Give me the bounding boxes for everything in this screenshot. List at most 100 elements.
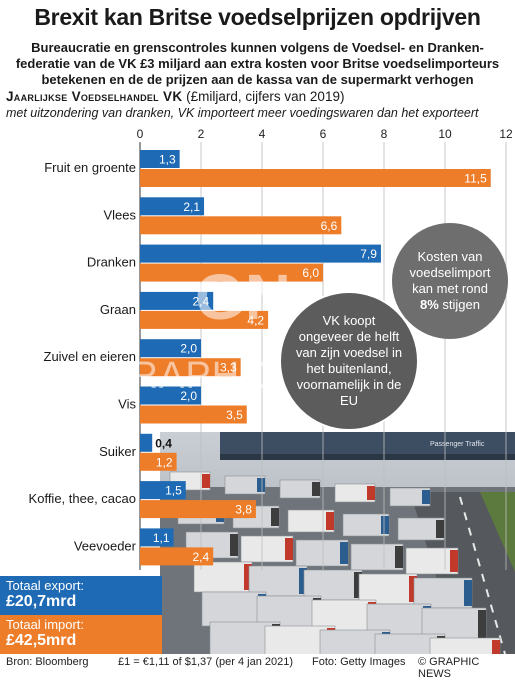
- truck: [240, 535, 294, 563]
- bar-value-label: 2,0: [180, 342, 197, 356]
- bar-value-label: 3,8: [235, 503, 252, 517]
- category-label: Suiker: [99, 444, 137, 459]
- truck: [303, 569, 363, 601]
- footer-rate: £1 = €1,11 of $1,37 (per 4 jan 2021): [118, 656, 294, 668]
- truck-cab: [436, 520, 444, 538]
- category-label: Zuivel en eieren: [44, 349, 137, 364]
- truck: [201, 591, 267, 627]
- cost-bubble-line4: stijgen: [438, 297, 480, 312]
- truck-photo-illustration: Passenger Traffic: [160, 432, 515, 654]
- bar-import: [140, 405, 247, 424]
- truck-cab: [299, 568, 307, 594]
- x-tick-label: 0: [137, 127, 144, 141]
- cost-increase-bubble: Kosten van voedselimport kan met rond 8%…: [392, 223, 508, 339]
- category-label: Vis: [118, 397, 136, 412]
- chart-heading: Jaarlijkse Voedselhandel VK (£miljard, c…: [6, 89, 344, 104]
- bar-value-label: 3,5: [226, 408, 243, 422]
- bar-value-label: 2,4: [193, 550, 210, 564]
- total-export-label: Totaal export:: [6, 578, 85, 593]
- bar-export: [140, 197, 205, 216]
- footer: Bron: Bloomberg £1 = €1,11 of $1,37 (per…: [0, 653, 515, 680]
- x-tick-label: 10: [438, 127, 452, 141]
- truck: [358, 573, 418, 605]
- bar-value-label: 7,9: [360, 247, 377, 261]
- x-tick-label: 2: [198, 127, 205, 141]
- bar-import: [140, 547, 214, 566]
- bar-import: [140, 216, 342, 235]
- bar-value-label: 2,0: [180, 389, 197, 403]
- category-label: Fruit en groente: [44, 160, 136, 175]
- bar-export: [140, 244, 381, 263]
- bar-value-label: 6,0: [302, 266, 319, 280]
- bar-export: [140, 339, 201, 358]
- truck-rows: [169, 471, 501, 654]
- bar-import: [140, 310, 269, 329]
- cost-bubble-line3: kan met rond: [412, 281, 488, 296]
- page-subtitle: Bureaucratie en grenscontroles kunnen vo…: [15, 40, 500, 87]
- bar-value-label: 11,5: [464, 172, 487, 186]
- truck-cab: [244, 564, 252, 590]
- category-labels: Fruit en groente Vlees Dranken Graan Zuivel …: [29, 160, 137, 553]
- truck-cab: [381, 516, 389, 534]
- bar-value-label: 6,6: [321, 219, 338, 233]
- total-import-box: Totaal import: £42,5mrd: [0, 615, 162, 654]
- truck: [295, 539, 349, 567]
- truck-photo: Passenger Traffic: [160, 432, 515, 654]
- truck-cab: [312, 482, 320, 496]
- bar-value-label: 3,3: [220, 361, 237, 375]
- bar-export: [140, 291, 214, 310]
- category-label: Dranken: [87, 255, 136, 270]
- truck: [429, 637, 501, 654]
- page-title: Brexit kan Britse voedselprijzen opdrijv…: [34, 4, 481, 30]
- truck-cab: [340, 542, 348, 564]
- truck-cab: [271, 508, 279, 526]
- bar-value-label: 1,1: [153, 531, 170, 545]
- truck-cab: [285, 538, 293, 560]
- chart-bars: 1,3 11,5 2,1 6,6 7,9 6,0 2,4 4,2 2,0 3,3 2,0 3,5 0,4…: [140, 150, 491, 566]
- truck: [405, 547, 459, 575]
- total-export-box: Totaal export: £20,7mrd: [0, 576, 162, 615]
- category-label: Graan: [100, 302, 136, 317]
- bar-value-label: 1,5: [165, 484, 182, 498]
- footer-credit: © GRAPHIC NEWS: [418, 656, 480, 680]
- truck-cab: [395, 546, 403, 568]
- x-tick-label: 6: [320, 127, 327, 141]
- bar-value-label: 0,4: [155, 436, 172, 450]
- bar-value-label: 2,4: [193, 294, 210, 308]
- total-export-value: £20,7mrd: [6, 593, 77, 610]
- truck-cab: [492, 640, 500, 654]
- truck-cab: [202, 474, 210, 488]
- bar-value-label: 4,2: [247, 313, 264, 327]
- bar-export: [140, 528, 174, 547]
- bar-import: [140, 263, 323, 282]
- chart-heading-bold: Jaarlijkse Voedselhandel VK: [6, 89, 183, 104]
- bar-value-label: 1,2: [156, 455, 173, 469]
- chart-heading-rest: (£miljard, cijfers van 2019): [182, 89, 345, 104]
- category-label: Vlees: [103, 207, 136, 222]
- truck-cab: [478, 610, 486, 640]
- cost-bubble-highlight: 8%: [420, 297, 439, 312]
- import-share-bubble: VK koopt ongeveer de helft van zijn voed…: [279, 291, 419, 431]
- photo-sign-text: Passenger Traffic: [430, 441, 485, 448]
- truck: [248, 565, 308, 597]
- x-tick-label: 4: [259, 127, 266, 141]
- category-label: Veevoeder: [74, 538, 137, 553]
- footer-source: Bron: Bloomberg: [6, 656, 89, 668]
- truck-cab: [464, 580, 472, 606]
- truck-cab: [450, 550, 458, 572]
- cost-bubble-line2: voedselimport: [409, 265, 491, 280]
- import-bubble-text: VK koopt ongeveer de helft van zijn voed…: [295, 313, 403, 408]
- category-label: Koffie, thee, cacao: [29, 491, 136, 506]
- chart-note: met uitzondering van dranken, VK importe…: [6, 106, 479, 120]
- bar-value-label: 2,1: [183, 200, 200, 214]
- truck-cab: [422, 490, 430, 504]
- bar-export: [140, 481, 186, 500]
- truck: [350, 543, 404, 571]
- x-axis-ticks: 0 2 4 6 8 10 12: [137, 127, 513, 141]
- cost-bubble-line1: Kosten van: [417, 249, 483, 264]
- total-import-label: Totaal import:: [6, 617, 85, 632]
- bar-import: [140, 500, 256, 519]
- bar-import: [140, 452, 177, 471]
- truck: [193, 561, 253, 593]
